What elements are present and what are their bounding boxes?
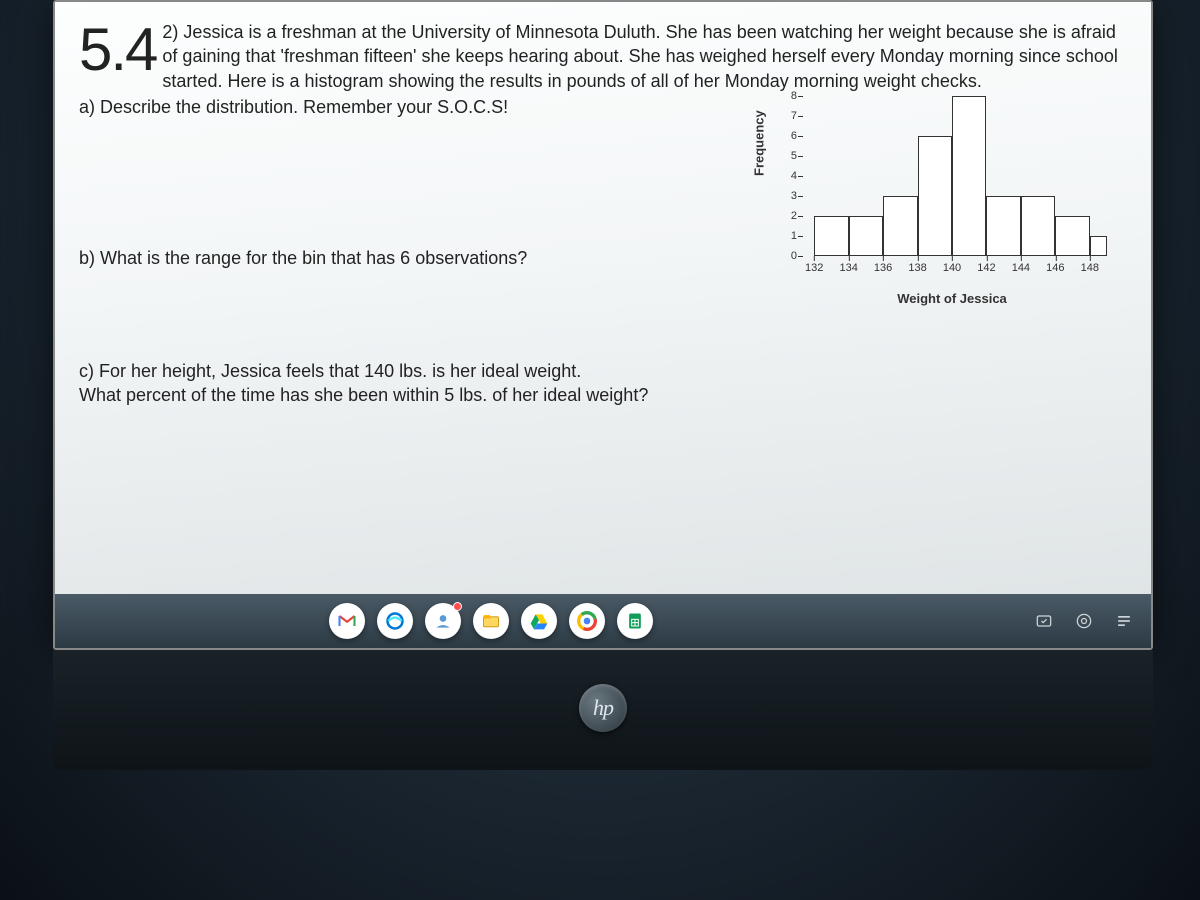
- plot-area: 012345678132134136138140142144146148: [797, 96, 1107, 256]
- taskbar-system-tray: [1031, 608, 1137, 634]
- y-tick: 0: [779, 250, 797, 262]
- histogram-chart: Frequency 012345678132134136138140142144…: [751, 86, 1131, 306]
- sheets-icon[interactable]: [617, 603, 653, 639]
- histogram-bar: [986, 196, 1020, 256]
- y-tick: 8: [779, 90, 797, 102]
- y-tick: 2: [779, 210, 797, 222]
- histogram-bar: [1055, 216, 1089, 256]
- sound-tray-icon[interactable]: [1071, 608, 1097, 634]
- edge-icon[interactable]: [377, 603, 413, 639]
- notification-dot-icon: [453, 602, 462, 611]
- y-tick: 3: [779, 190, 797, 202]
- part-c-text: c) For her height, Jessica feels that 14…: [79, 359, 1127, 408]
- x-tick: 134: [839, 262, 857, 274]
- taskbar-apps: [329, 603, 653, 639]
- x-tick: 138: [908, 262, 926, 274]
- y-axis-label: Frequency: [752, 110, 767, 176]
- hp-logo-icon: hp: [579, 684, 627, 732]
- y-tick: 7: [779, 110, 797, 122]
- x-axis-label: Weight of Jessica: [797, 291, 1107, 306]
- y-tick: 4: [779, 170, 797, 182]
- x-tick: 132: [805, 262, 823, 274]
- x-tick: 148: [1081, 262, 1099, 274]
- gmail-icon[interactable]: [329, 603, 365, 639]
- part-c-line1: c) For her height, Jessica feels that 14…: [79, 361, 581, 381]
- histogram-bar: [918, 136, 952, 256]
- taskbar: [55, 594, 1151, 648]
- section-number: 5.4: [79, 20, 156, 80]
- drive-icon[interactable]: [521, 603, 557, 639]
- x-tick: 140: [943, 262, 961, 274]
- x-tick: 142: [977, 262, 995, 274]
- people-icon[interactable]: [425, 603, 461, 639]
- question-body: 2) Jessica is a freshman at the Universi…: [162, 22, 1117, 91]
- menu-tray-icon[interactable]: [1111, 608, 1137, 634]
- y-tick: 6: [779, 130, 797, 142]
- file-explorer-icon[interactable]: [473, 603, 509, 639]
- histogram-bar: [952, 96, 986, 256]
- histogram-bar: [849, 216, 883, 256]
- onedrive-tray-icon[interactable]: [1031, 608, 1057, 634]
- y-tick: 5: [779, 150, 797, 162]
- x-tick: 136: [874, 262, 892, 274]
- part-c-line2: What percent of the time has she been wi…: [79, 385, 648, 405]
- histogram-bar: [1021, 196, 1055, 256]
- chrome-icon[interactable]: [569, 603, 605, 639]
- laptop-bezel: hp: [53, 650, 1153, 770]
- histogram-bar: [1090, 236, 1107, 256]
- question-text: 2) Jessica is a freshman at the Universi…: [79, 20, 1127, 93]
- document-page: 5.4 2) Jessica is a freshman at the Univ…: [55, 2, 1151, 648]
- y-tick: 1: [779, 230, 797, 242]
- x-tick: 144: [1012, 262, 1030, 274]
- histogram-bar: [883, 196, 917, 256]
- x-tick: 146: [1046, 262, 1064, 274]
- monitor-frame: 5.4 2) Jessica is a freshman at the Univ…: [53, 0, 1153, 650]
- histogram-bar: [814, 216, 848, 256]
